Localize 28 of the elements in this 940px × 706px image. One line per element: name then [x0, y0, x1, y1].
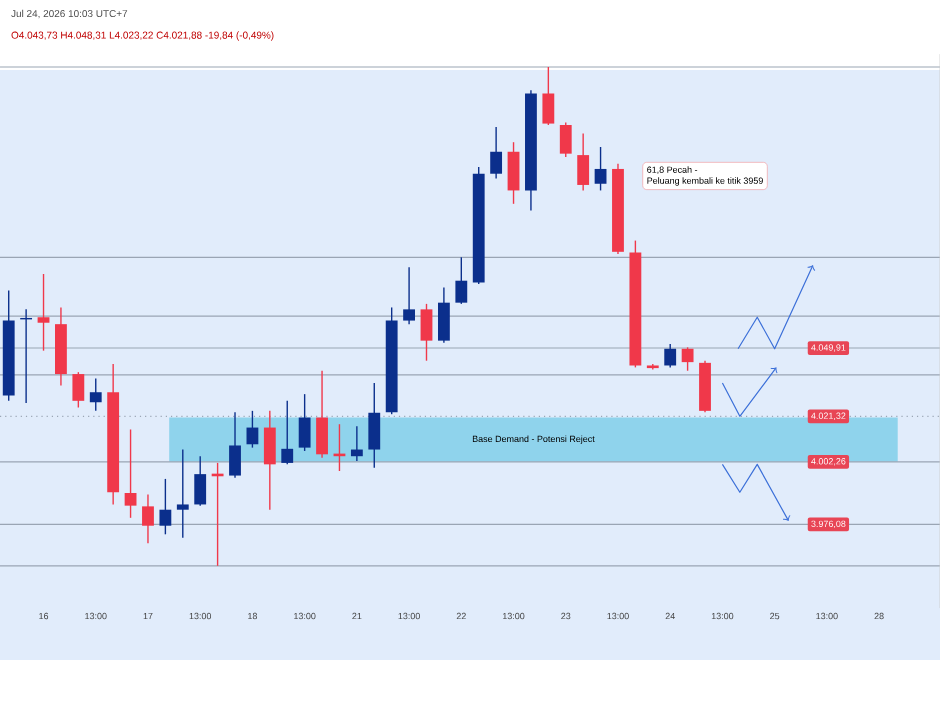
candlestick	[542, 66, 555, 126]
candlestick	[142, 493, 154, 544]
candlestick	[368, 382, 381, 469]
candlestick	[490, 126, 503, 180]
candlestick	[507, 141, 520, 205]
candlestick	[403, 266, 415, 325]
candlestick	[664, 343, 677, 369]
candlestick	[699, 360, 711, 413]
candlestick	[594, 146, 607, 192]
candlestick	[437, 286, 450, 344]
candlestick	[350, 425, 363, 462]
candlestick	[37, 273, 50, 352]
candlestick	[263, 410, 276, 511]
candlestick	[194, 455, 207, 507]
candlestick	[229, 411, 241, 479]
candlestick	[559, 121, 572, 158]
candlestick	[72, 371, 85, 409]
candlestick	[298, 393, 311, 452]
candlestick	[577, 132, 590, 192]
candlestick	[455, 256, 468, 305]
candlestick	[124, 428, 137, 519]
candlestick	[89, 377, 102, 412]
candlestick	[281, 400, 294, 466]
candlestick	[681, 346, 694, 372]
candlestick	[159, 478, 172, 535]
candlestick	[316, 370, 328, 459]
candlestick	[420, 303, 433, 362]
candlestick	[176, 448, 189, 539]
